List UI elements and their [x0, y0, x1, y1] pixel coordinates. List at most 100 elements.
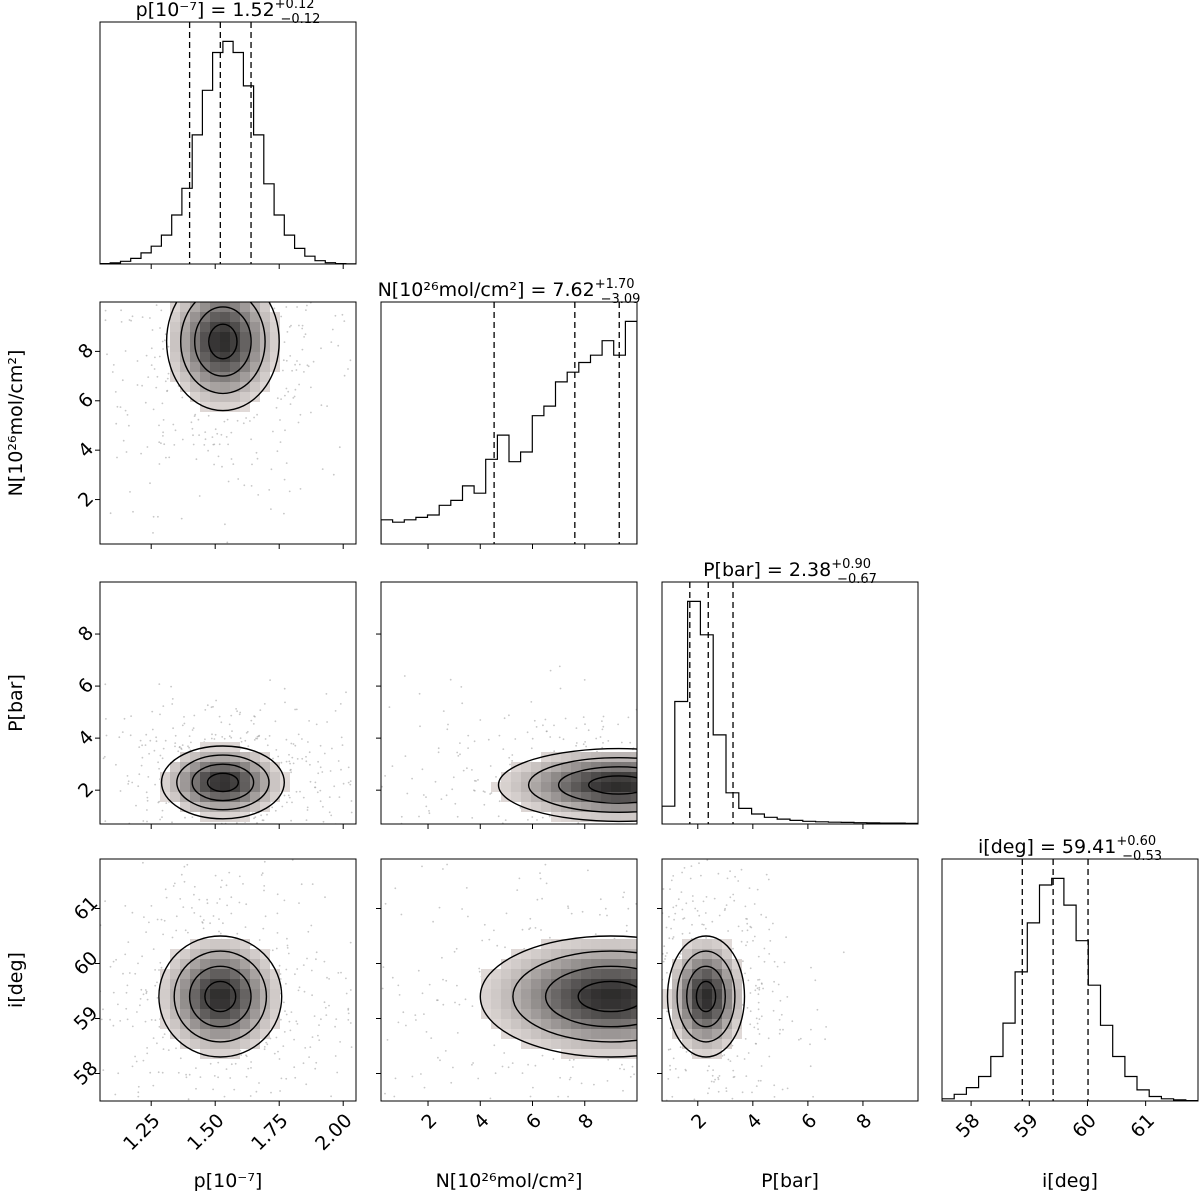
scatter-point	[303, 371, 305, 373]
density-cell	[210, 762, 220, 772]
scatter-point	[161, 1071, 164, 1074]
density-cell	[240, 382, 250, 392]
scatter-point	[809, 1043, 811, 1046]
scatter-point	[394, 1077, 397, 1080]
scatter-point	[673, 918, 675, 921]
scatter-point	[425, 805, 428, 808]
density-cell	[260, 1019, 270, 1029]
scatter-point	[732, 1069, 735, 1072]
scatter-point	[358, 733, 360, 735]
scatter-point	[763, 960, 766, 963]
scatter-point	[415, 1019, 417, 1021]
scatter-point	[785, 936, 787, 939]
density-cell	[541, 752, 551, 762]
scatter-point	[557, 1095, 560, 1098]
scatter-point	[569, 1115, 571, 1117]
scatter-point	[359, 800, 361, 802]
density-cell	[732, 999, 742, 1009]
scatter-point	[371, 693, 373, 695]
scatter-point	[637, 844, 639, 846]
density-cell	[531, 969, 541, 979]
scatter-point	[183, 722, 186, 725]
scatter-point	[210, 706, 213, 709]
hist-title-N: N[10²⁶mol/cm²] = 7.62+1.70 −3.09	[378, 277, 641, 307]
scatter-point	[145, 990, 148, 993]
scatter-point	[778, 1018, 781, 1021]
density-cell	[491, 969, 501, 979]
scatter-point	[372, 916, 374, 918]
scatter-point	[283, 794, 286, 797]
density-cell	[180, 802, 190, 812]
scatter-point	[294, 1076, 297, 1079]
scatter-point	[172, 423, 175, 426]
density-cell	[180, 1019, 190, 1029]
density-cell	[581, 989, 591, 999]
scatter-point	[41, 1008, 43, 1010]
scatter-point	[330, 814, 333, 817]
density-cell	[180, 362, 190, 372]
scatter-point	[161, 809, 164, 812]
scatter-point	[183, 826, 185, 828]
scatter-point	[723, 1054, 726, 1056]
density-cell	[260, 1029, 270, 1039]
scatter-point	[451, 788, 454, 791]
density-cell	[240, 969, 250, 979]
scatter-point	[303, 990, 306, 993]
scatter-point	[483, 803, 486, 806]
scatter-point	[584, 741, 586, 743]
density-cell	[501, 772, 511, 782]
scatter-point	[737, 925, 740, 928]
scatter-point	[707, 1092, 709, 1095]
scatter-point	[439, 1059, 441, 1062]
scatter-point	[1009, 816, 1011, 818]
scatter-point	[162, 274, 164, 276]
density-cell	[260, 959, 270, 969]
scatter-point	[138, 746, 141, 748]
scatter-point	[606, 1080, 609, 1082]
density-cell	[190, 949, 200, 959]
scatter-point	[280, 315, 283, 318]
scatter-point	[587, 869, 589, 872]
scatter-point	[360, 196, 362, 198]
scatter-point	[378, 783, 380, 785]
scatter-point	[497, 815, 500, 818]
scatter-point	[656, 1032, 658, 1034]
scatter-point	[357, 801, 359, 803]
scatter-point	[307, 365, 310, 368]
scatter-point	[276, 893, 279, 896]
scatter-point	[235, 708, 238, 710]
scatter-point	[814, 979, 817, 982]
scatter-point	[365, 1019, 367, 1021]
scatter-point	[288, 796, 291, 799]
scatter-point	[374, 1008, 376, 1010]
density-cell	[571, 802, 581, 812]
scatter-point	[601, 746, 604, 749]
scatter-point	[299, 488, 302, 490]
density-cell	[190, 802, 200, 812]
scatter-point	[274, 809, 277, 812]
density-cell	[170, 792, 180, 802]
scatter-point	[119, 790, 122, 792]
scatter-point	[705, 844, 707, 846]
y-tick-label-P: 6	[74, 674, 98, 698]
scatter-point	[782, 1028, 784, 1031]
scatter-point	[270, 508, 272, 510]
scatter-point	[786, 1143, 788, 1145]
scatter-point	[304, 1047, 307, 1049]
scatter-point	[96, 823, 98, 825]
scatter-point	[114, 1093, 117, 1096]
scatter-point	[712, 1069, 714, 1071]
scatter-point	[278, 852, 280, 854]
scatter-point	[824, 1038, 826, 1041]
scatter-point	[599, 898, 602, 901]
density-cell	[611, 959, 621, 969]
scatter-point	[216, 902, 219, 904]
scatter-point	[568, 1059, 571, 1061]
scatter-point	[188, 746, 191, 749]
scatter-point	[285, 982, 287, 985]
scatter-point	[250, 851, 252, 853]
scatter-point	[363, 273, 365, 275]
scatter-point	[245, 417, 248, 419]
scatter-point	[83, 777, 85, 779]
scatter-point	[652, 950, 654, 952]
